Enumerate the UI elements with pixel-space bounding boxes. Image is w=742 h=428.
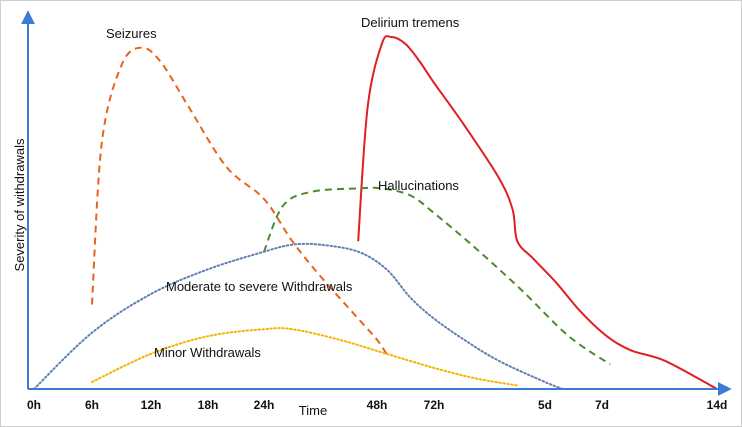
x-tick-label: 7d — [595, 398, 609, 412]
series-line-minor-withdrawals — [91, 327, 519, 387]
x-tick-label: 48h — [367, 398, 388, 412]
y-axis-title: Severity of withdrawals — [12, 138, 27, 271]
x-axis-title: Time — [299, 403, 327, 418]
series-line-moderate-to-severe-withdrawals — [33, 242, 564, 390]
x-tick-label: 6h — [85, 398, 99, 412]
x-tick-label: 5d — [538, 398, 552, 412]
series-line-hallucinations — [263, 186, 611, 366]
x-tick-label: 24h — [254, 398, 275, 412]
annotation-seizures: Seizures — [106, 26, 157, 41]
x-tick-label: 0h — [27, 398, 41, 412]
x-tick-label: 72h — [424, 398, 445, 412]
series-line-delirium-tremens — [357, 35, 718, 390]
annotation-moderate-to-severe: Moderate to severe Withdrawals — [166, 279, 353, 294]
series-line-seizures — [91, 46, 388, 355]
annotation-minor-withdrawals: Minor Withdrawals — [154, 345, 261, 360]
annotation-delirium-tremens: Delirium tremens — [361, 15, 460, 30]
x-tick-label: 18h — [198, 398, 219, 412]
x-tick-label: 12h — [141, 398, 162, 412]
x-tick-label: 14d — [707, 398, 728, 412]
annotation-hallucinations: Hallucinations — [378, 178, 459, 193]
